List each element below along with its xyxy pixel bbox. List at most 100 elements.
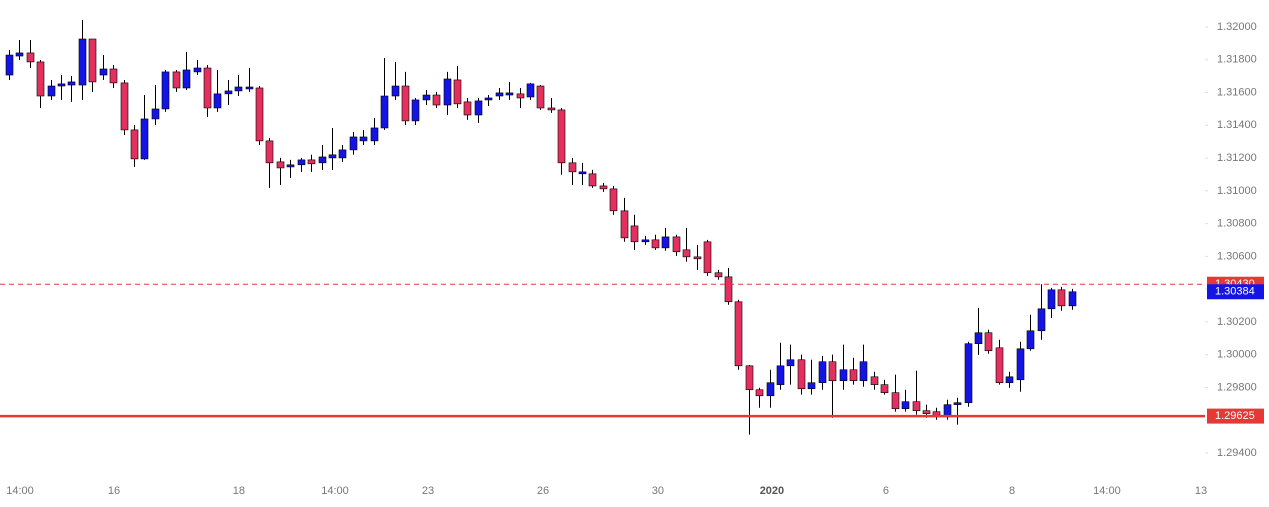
y-tick-label: 1.31600	[1217, 86, 1257, 98]
candle-body	[870, 376, 879, 385]
x-tick-label: 16	[108, 485, 120, 497]
candle-body	[693, 256, 702, 260]
y-tick-label: 1.31200	[1217, 152, 1257, 164]
candle-body	[1026, 330, 1035, 350]
x-tick-label: 13	[1195, 485, 1207, 497]
candle-body	[47, 85, 56, 97]
candle-body	[99, 68, 108, 76]
candle-body	[36, 61, 45, 97]
y-tick-label: 1.29400	[1217, 447, 1257, 459]
candle-body	[349, 136, 358, 151]
x-tick-label: 6	[883, 485, 889, 497]
candle-body	[1016, 348, 1025, 381]
candle-body	[526, 83, 535, 98]
candle-body	[776, 365, 785, 385]
last-price-box	[1207, 284, 1264, 300]
candle-body	[1057, 289, 1066, 307]
y-tick-label: 1.30800	[1217, 218, 1257, 230]
candle-body	[463, 101, 472, 116]
y-tick-label: 1.31000	[1217, 185, 1257, 197]
candle-body	[78, 38, 87, 86]
candle-body	[651, 239, 660, 249]
last-price-label: 1.30384	[1215, 286, 1255, 298]
candle-body	[151, 108, 160, 120]
y-tick-label: 1.31800	[1217, 54, 1257, 66]
candle-body	[359, 136, 368, 142]
candle-body	[276, 161, 285, 169]
candle-body	[432, 94, 441, 106]
candle-body	[880, 384, 889, 393]
candle-body	[286, 164, 295, 168]
candle-body	[213, 93, 222, 109]
candle-body	[807, 382, 816, 390]
candle-body	[974, 332, 983, 344]
candle-body	[422, 94, 431, 101]
y-tick-label: 1.29800	[1217, 381, 1257, 393]
candle-body	[193, 67, 202, 73]
candle-body	[443, 78, 452, 106]
candle-body	[161, 71, 170, 110]
candle-body	[1005, 376, 1014, 383]
x-tick-label: 30	[652, 485, 664, 497]
candle-body	[57, 83, 66, 87]
candle-body	[516, 93, 525, 99]
candle-body	[172, 71, 181, 89]
candle-body	[536, 85, 545, 109]
candle-body	[828, 361, 837, 382]
candle-body	[224, 90, 233, 95]
candle-body	[130, 129, 139, 160]
candle-body	[568, 162, 577, 173]
y-tick-label: 1.30600	[1217, 250, 1257, 262]
candle-body	[234, 86, 243, 92]
candle-body	[307, 159, 316, 165]
candle-body	[88, 38, 97, 83]
candle-body	[755, 389, 764, 397]
candle-body	[26, 52, 35, 63]
candle-body	[818, 361, 827, 383]
candle-body	[391, 85, 400, 97]
candle-body	[714, 272, 723, 278]
candle-body	[1068, 291, 1077, 307]
candle-body	[620, 210, 629, 239]
candle-body	[140, 118, 149, 160]
candle-body	[318, 156, 327, 164]
price-label: 1.29625	[1215, 410, 1255, 422]
candle-body	[922, 410, 931, 414]
candle-body	[370, 127, 379, 142]
price-label-box	[1207, 408, 1264, 424]
candle-body	[995, 347, 1004, 383]
y-tick-label: 1.30200	[1217, 316, 1257, 328]
x-tick-label: 14:00	[1093, 485, 1121, 497]
candle-body	[734, 301, 743, 367]
y-tick-label: 1.31400	[1217, 119, 1257, 131]
candle-body	[703, 241, 712, 274]
candle-body	[380, 95, 389, 129]
candle-body	[453, 79, 462, 105]
candle-body	[745, 365, 754, 391]
candle-body	[724, 276, 733, 303]
x-tick-label: 14:00	[321, 485, 349, 497]
candle-body	[599, 185, 608, 190]
candle-body	[1047, 289, 1056, 310]
y-tick-label: 1.32000	[1217, 21, 1257, 33]
candle-body	[495, 92, 504, 97]
candle-body	[661, 236, 670, 249]
candle-body	[682, 249, 691, 258]
candle-body	[245, 86, 254, 90]
x-tick-label: 8	[1009, 485, 1015, 497]
candle-body	[328, 154, 337, 159]
candle-body	[766, 382, 775, 397]
y-tick-label: 1.30000	[1217, 349, 1257, 361]
x-tick-label: 14:00	[6, 485, 34, 497]
candle-body	[15, 52, 24, 57]
candle-body	[505, 92, 514, 96]
x-tick-label: 26	[537, 485, 549, 497]
x-tick-label: 18	[233, 485, 245, 497]
candle-body	[1037, 308, 1046, 332]
candle-body	[557, 109, 566, 164]
candle-body	[5, 54, 14, 76]
candle-body	[984, 332, 993, 352]
candle-body	[297, 159, 306, 166]
